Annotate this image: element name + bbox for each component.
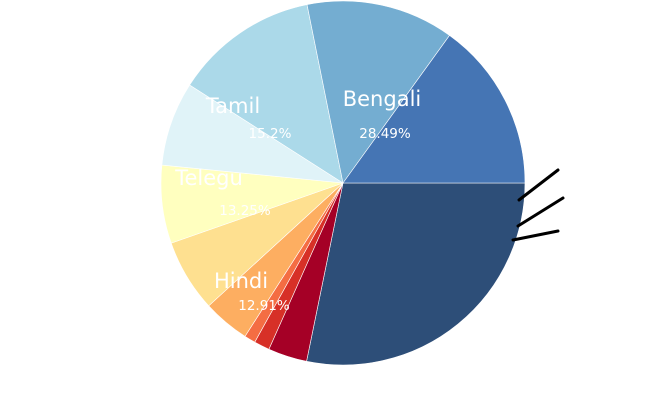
leader-line-1 [517, 168, 560, 202]
slice-pct-hindi: 12.91% [238, 298, 290, 314]
pie-slice-tamil [342, 35, 526, 184]
pie-slice-bengali [306, 182, 526, 366]
slice-label-tamil: Tamil [205, 94, 260, 118]
leader-lines [511, 168, 565, 242]
slice-pct-telegu: 13.25% [219, 203, 271, 219]
pie-labels: Bengali 28.49% Tamil 15.2% Telegu 13.25%… [174, 87, 421, 314]
pie-slices [160, 0, 526, 366]
pie-slice-hindi [189, 4, 344, 184]
slice-pct-bengali: 28.49% [359, 126, 411, 142]
slice-label-bengali: Bengali [343, 87, 422, 111]
leader-line-3 [511, 229, 560, 242]
slice-label-hindi: Hindi [214, 269, 268, 293]
slice-pct-tamil: 15.2% [249, 126, 292, 142]
pie-slice-telegu [306, 0, 450, 184]
slice-label-telegu: Telegu [174, 166, 243, 190]
leader-line-2 [516, 196, 565, 228]
